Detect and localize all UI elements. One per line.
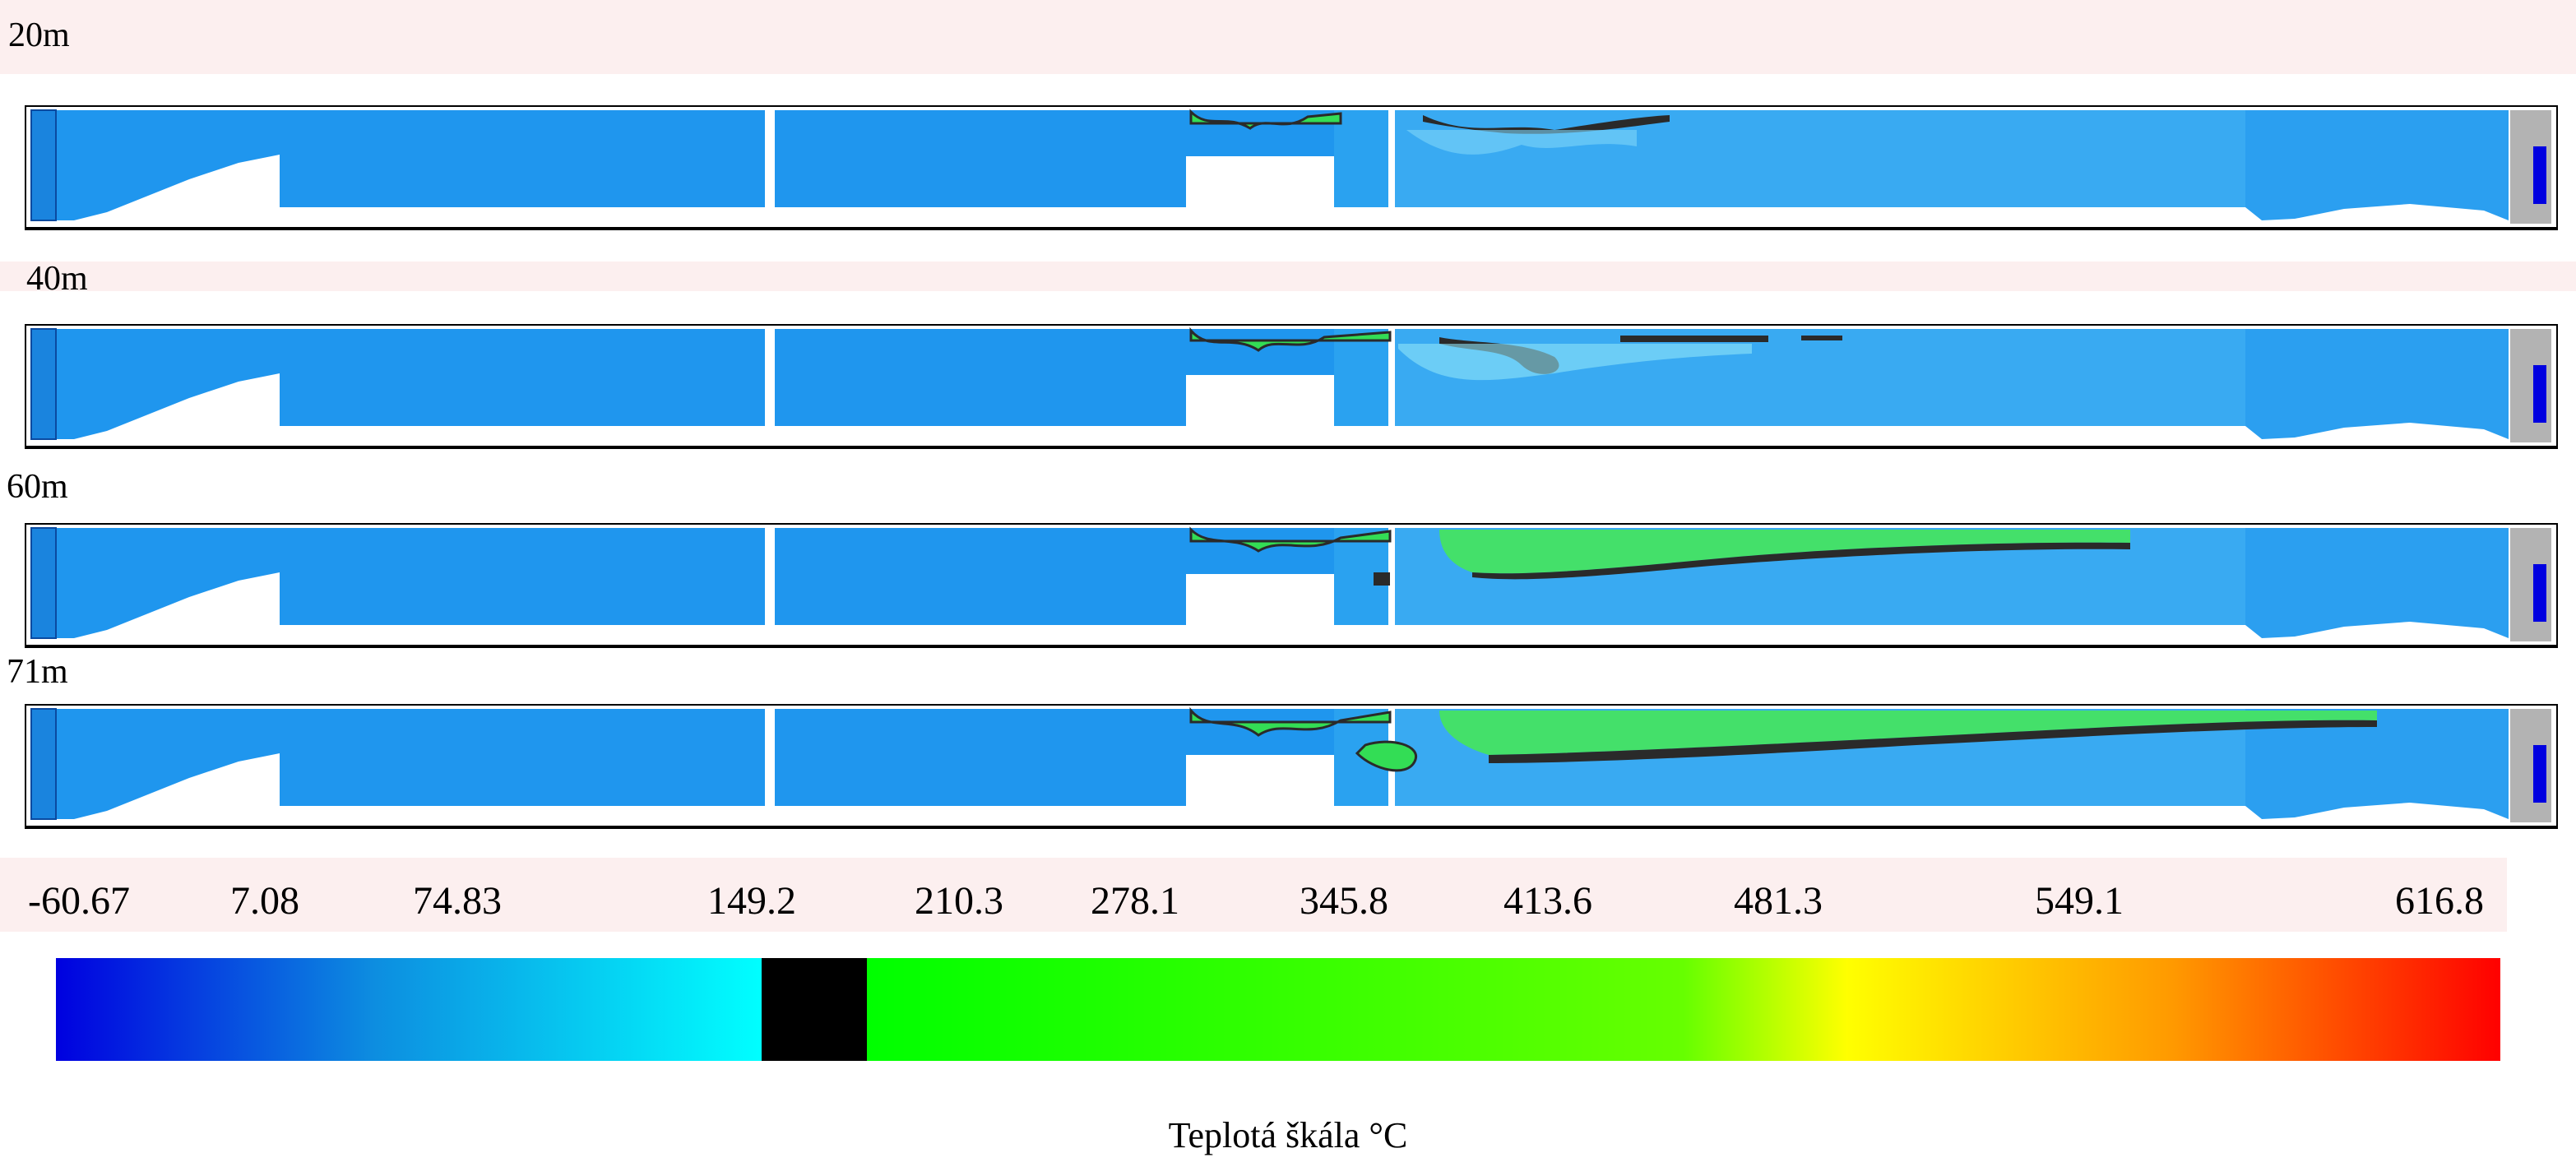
colorbar-tick-label: 549.1 [2035, 879, 2124, 923]
colorbar-tick-label: 210.3 [915, 879, 1003, 923]
tunnel-section-40m [25, 324, 2558, 456]
colorbar-tick-label: -60.67 [28, 879, 130, 923]
colorbar-tick-label: 7.08 [230, 879, 299, 923]
smoke-front-20m [1189, 109, 1670, 155]
frame-label-71m: 71m [7, 653, 68, 691]
frame-label-40m: 40m [26, 260, 88, 298]
frame-label-60m: 60m [7, 468, 68, 506]
frame-label-band-20m [0, 0, 2576, 74]
frame-label-20m: 20m [8, 16, 70, 54]
tunnel-section-71m [25, 704, 2558, 836]
smoke-front-71m [1189, 706, 2377, 772]
tunnel-section-20m [25, 105, 2558, 237]
colorbar-tick-label: 149.2 [707, 879, 796, 923]
colorbar-tick-label: 616.8 [2395, 879, 2484, 923]
colorbar-tick-label: 413.6 [1503, 879, 1592, 923]
tunnel-section-60m [25, 523, 2558, 655]
colorbar-threshold-band [762, 958, 867, 1061]
colorbar-tick-label: 74.83 [413, 879, 502, 923]
temperature-colorbar [56, 958, 2500, 1061]
colorbar-tick-band [0, 858, 2507, 932]
colorbar-tick-label: 278.1 [1091, 879, 1179, 923]
colorbar-tick-label: 345.8 [1300, 879, 1388, 923]
smoke-front-60m [1189, 526, 2130, 586]
smoke-front-40m [1189, 326, 1842, 381]
frame-label-band-40m [0, 262, 2576, 291]
colorbar-cold-segment [56, 958, 762, 1061]
colorbar-title: Teplotá škála °C [1168, 1115, 1408, 1155]
colorbar-tick-label: 481.3 [1734, 879, 1823, 923]
colorbar-hot-segment [867, 958, 2500, 1061]
